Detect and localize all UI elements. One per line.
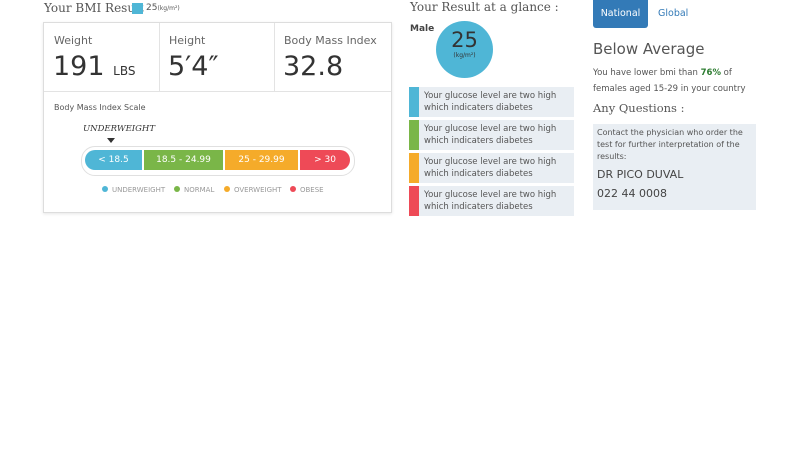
questions-title: Any Questions : (593, 101, 685, 115)
note-text: Your glucose level are two high which in… (424, 157, 557, 179)
result-value: 25 (451, 28, 478, 52)
stat-label: Height (169, 34, 206, 47)
contact-box: Contact the physician who order the test… (593, 124, 756, 210)
phone: 022 44 0008 (597, 187, 667, 200)
glance-title: Your Result at a glance : (410, 0, 559, 14)
stat-label: Weight (54, 34, 93, 47)
scale-segment: 25 - 29.99 (225, 150, 298, 170)
note-text: Your glucose level are two high which in… (424, 124, 557, 146)
result-circle: 25 (kg/m²) (436, 21, 493, 78)
scale-segment: > 30 (300, 150, 350, 170)
contact-text: Contact the physician who order the test… (597, 128, 743, 161)
tab-global[interactable]: Global (658, 8, 689, 19)
comparison-text: You have lower bmi than (593, 68, 701, 78)
scale-segment: < 18.5 (85, 150, 142, 170)
note-text: Your glucose level are two high which in… (424, 190, 557, 212)
legend-value: 25 (146, 3, 158, 13)
scale-track (81, 146, 355, 176)
heading: Below Average (593, 40, 705, 58)
tab-national[interactable]: National (593, 0, 648, 28)
bmi-card: Weight 191 LBS Height 5′4″ Body Mass Index… (43, 22, 392, 213)
bmi-title: Your BMI Result (44, 1, 144, 15)
note: Your glucose level are two high which in… (409, 87, 574, 117)
stat-value: 5′4″ (168, 51, 219, 82)
comparison-text: of females aged 15-29 in your country (593, 68, 746, 94)
scale-segment: 18.5 - 24.99 (144, 150, 223, 170)
legend-item: OVERWEIGHT (234, 186, 282, 194)
marker-label: UNDERWEIGHT (83, 124, 156, 134)
note: Your glucose level are two high which in… (409, 120, 574, 150)
marker-arrow (107, 138, 115, 143)
doctor: DR PICO DUVAL (597, 168, 684, 181)
scale-title: Body Mass Index Scale (54, 103, 146, 112)
gender: Male (410, 24, 435, 34)
note-text: Your glucose level are two high which in… (424, 91, 557, 113)
legend-item: OBESE (300, 186, 324, 194)
stat-label: Body Mass Index (284, 34, 377, 47)
note: Your glucose level are two high which in… (409, 153, 574, 183)
legend-item: NORMAL (184, 186, 215, 194)
stat-value: 32.8 (283, 51, 344, 82)
result-unit: (kg/m²) (453, 52, 476, 59)
note: Your glucose level are two high which in… (409, 186, 574, 216)
legend-item: UNDERWEIGHT (112, 186, 166, 194)
legend-unit: (kg/m²) (157, 5, 180, 12)
stat-value: 191 (53, 51, 105, 82)
legend-swatch (132, 3, 143, 14)
stat-unit: LBS (113, 64, 136, 78)
percent: 76% (700, 68, 721, 78)
